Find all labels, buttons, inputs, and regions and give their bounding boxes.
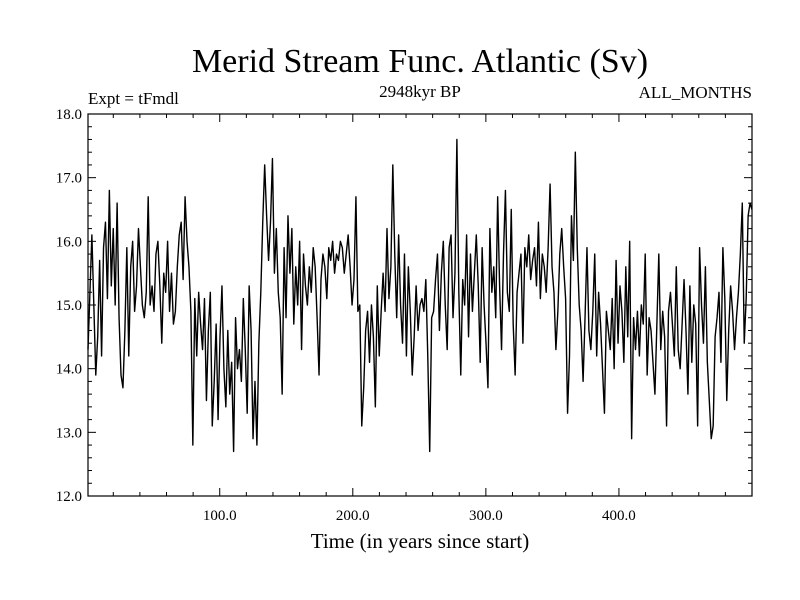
y-tick-label: 14.0 [56,362,82,378]
y-tick-label: 12.0 [56,489,82,505]
y-tick-label: 16.0 [56,234,82,250]
x-tick-label: 200.0 [336,508,370,524]
x-tick-label: 300.0 [469,508,503,524]
plot-frame [87,113,753,497]
y-tick-label: 15.0 [56,298,82,314]
x-axis-label: Time (in years since start) [311,529,530,553]
x-tick-label: 100.0 [203,508,237,524]
period-label: 2948kyr BP [379,82,461,101]
experiment-label: Expt = tFmdl [88,89,179,108]
y-tick-label: 18.0 [56,107,82,123]
series-group [87,138,753,453]
series-line [87,138,753,453]
y-tick-label: 13.0 [56,425,82,441]
chart-title: Merid Stream Func. Atlantic (Sv) [192,43,648,80]
y-tick-label: 17.0 [56,171,82,187]
axes: 12.0 13.0 14.0 15.0 16.0 17.0 18.0 100.0 200.0 30… [56,107,752,524]
x-tick-label: 400.0 [602,508,636,524]
months-label: ALL_MONTHS [639,83,752,102]
